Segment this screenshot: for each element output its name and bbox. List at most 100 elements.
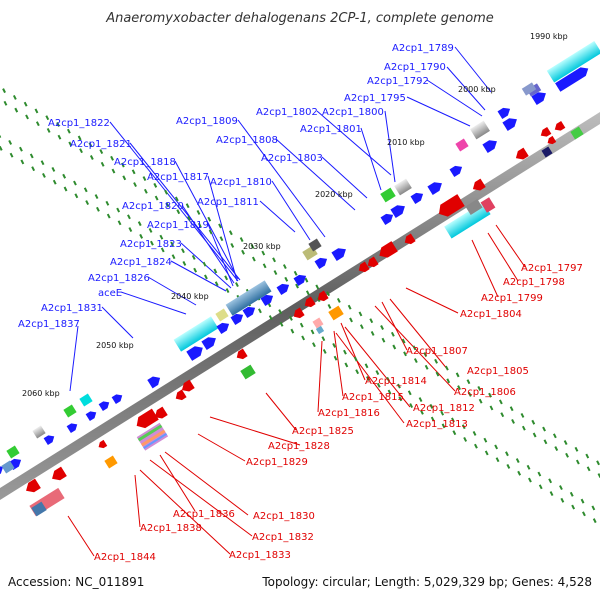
scale-label: 2010 kbp	[387, 138, 425, 147]
scale-tick	[531, 419, 536, 425]
gene-glyph	[427, 182, 442, 195]
scale-tick	[20, 159, 25, 165]
scale-tick	[182, 260, 187, 266]
scale-tick	[582, 511, 586, 517]
gene-label: A2cp1_1821	[70, 139, 132, 150]
scale-tick	[310, 329, 315, 335]
scale-tick	[398, 396, 403, 402]
scale-tick	[110, 155, 114, 161]
scale-tick	[239, 237, 244, 242]
gene-glyph	[515, 147, 529, 160]
gene-arrow	[111, 394, 123, 405]
gene-label: A2cp1_1804	[460, 309, 522, 320]
gene-box	[541, 146, 553, 158]
gene-glyph	[1, 460, 15, 474]
gene-glyph	[26, 478, 41, 493]
scale-tick	[592, 518, 597, 524]
gene-label: A2cp1_1833	[229, 550, 291, 561]
gene-label: aceE	[98, 288, 122, 299]
scale-tick	[100, 161, 105, 167]
scale-tick	[111, 168, 116, 174]
scale-tick	[315, 284, 320, 290]
scale-tick	[171, 254, 176, 260]
scale-tick	[574, 446, 579, 452]
scale-tick	[9, 152, 14, 158]
scale-tick	[575, 459, 580, 465]
gene-glyph	[98, 401, 110, 412]
gene-box	[308, 238, 322, 252]
scale-tick	[57, 134, 62, 140]
gene-label: A2cp1_1795	[344, 93, 406, 104]
gene-label: A2cp1_1836	[173, 509, 235, 520]
scale-tick	[273, 270, 278, 276]
scale-tick	[2, 88, 6, 94]
gene-glyph	[79, 393, 93, 407]
scale-tick	[327, 303, 332, 309]
scale-tick	[387, 389, 392, 395]
gene-label: A2cp1_1800	[322, 107, 384, 118]
gene-label: A2cp1_1789	[392, 43, 454, 54]
scale-tick	[293, 270, 298, 276]
scale-tick	[284, 276, 289, 282]
scale-tick	[586, 466, 591, 472]
gene-box	[394, 178, 412, 196]
gene-glyph	[547, 135, 557, 145]
forward-label-connectors	[69, 46, 492, 392]
gene-arrow	[181, 379, 195, 392]
scale-tick	[569, 491, 574, 497]
scale-label: 1990 kbp	[530, 32, 568, 41]
scale-tick	[0, 145, 3, 151]
gene-glyph	[216, 322, 230, 334]
scale-tick	[148, 227, 153, 233]
gene-glyph	[260, 294, 274, 306]
gene-arrow	[314, 257, 328, 269]
gene-label: A2cp1_1838	[140, 523, 202, 534]
gene-label: A2cp1_1830	[253, 511, 315, 522]
scale-tick	[208, 229, 213, 235]
scale-tick	[299, 322, 304, 328]
gene-glyph	[390, 205, 405, 218]
gene-box	[104, 455, 118, 469]
gene-glyph	[404, 233, 416, 245]
scale-tick	[150, 240, 154, 246]
gene-box	[1, 460, 15, 474]
scale-tick	[225, 288, 230, 293]
scale-tick	[542, 426, 546, 432]
cyan-feature-block	[546, 41, 600, 83]
scale-tick	[164, 189, 168, 195]
scale-tick	[174, 196, 179, 202]
scale-tick	[343, 349, 347, 355]
scale-tick	[359, 324, 364, 330]
gene-glyph	[201, 337, 216, 350]
cyan-feature-block	[444, 202, 491, 239]
gene-label: A2cp1_1805	[467, 366, 529, 377]
gene-box	[79, 393, 93, 407]
gene-glyph	[315, 325, 325, 335]
gene-glyph	[555, 67, 589, 92]
gene-glyph	[472, 178, 486, 191]
scale-tick	[3, 100, 8, 106]
gene-glyph	[293, 274, 307, 286]
scale-tick	[228, 230, 233, 236]
gene-box	[6, 445, 20, 459]
scale-tick	[68, 141, 73, 147]
gene-glyph	[455, 138, 469, 152]
gene-box	[31, 501, 47, 517]
gene-glyph	[98, 439, 108, 449]
gene-arrow	[547, 135, 557, 145]
gene-glyph	[540, 126, 552, 137]
scale-tick	[66, 128, 71, 134]
scale-tick	[498, 399, 503, 405]
scale-tick	[571, 504, 576, 510]
scale-tick	[435, 371, 440, 377]
steel-feature-block	[225, 280, 272, 316]
scale-tick	[46, 127, 51, 133]
gene-arrow	[276, 283, 290, 295]
gene-arrow	[154, 406, 168, 419]
scale-tick	[463, 436, 468, 442]
gene-glyph	[52, 466, 67, 481]
scale-tick	[207, 216, 212, 222]
scale-tick	[511, 419, 515, 424]
gene-glyph	[317, 290, 329, 302]
scale-tick	[333, 355, 338, 361]
